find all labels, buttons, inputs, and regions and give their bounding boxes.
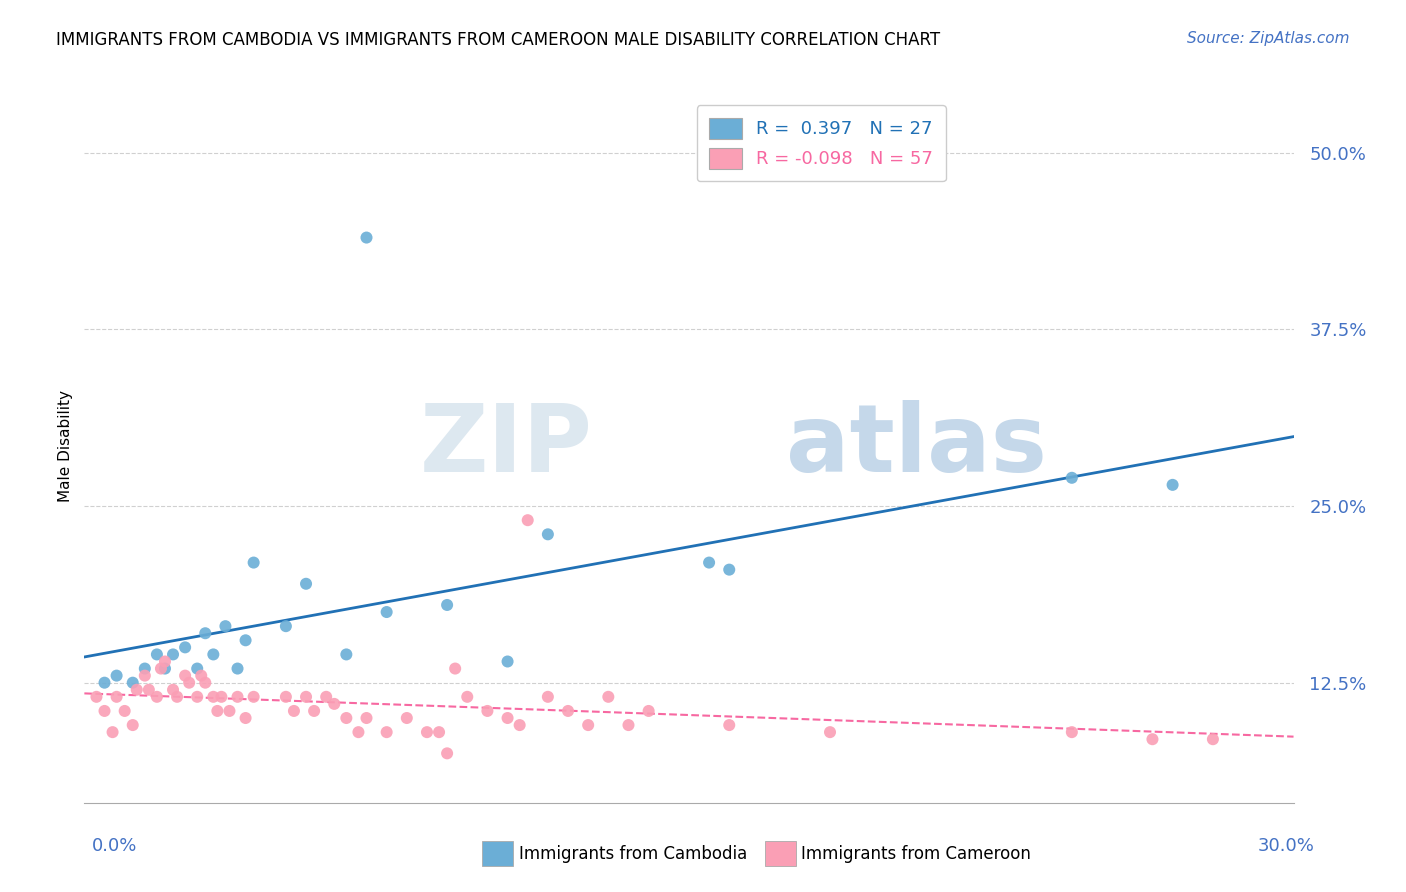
Point (162, 648, 184, 662)
Point (114, 704, 136, 718)
Point (697, 556, 720, 570)
Point (153, 662, 176, 676)
Point (162, 682, 184, 697)
Point (718, 718, 741, 732)
Point (315, 690, 337, 704)
Point (1161, 478, 1184, 492)
Point (444, 662, 467, 676)
Point (242, 556, 264, 570)
Point (356, 711, 378, 725)
Point (1142, 732, 1164, 747)
Point (121, 718, 143, 732)
Point (335, 648, 357, 662)
Point (323, 697, 346, 711)
Point (509, 718, 531, 732)
Point (617, 718, 640, 732)
Point (347, 725, 370, 739)
Point (1060, 725, 1083, 739)
Text: Source: ZipAtlas.com: Source: ZipAtlas.com (1187, 31, 1350, 46)
Point (576, 718, 599, 732)
Point (121, 675, 143, 690)
Point (356, 230, 378, 244)
Point (235, 633, 257, 648)
Point (496, 655, 519, 669)
Point (537, 690, 560, 704)
Point (242, 690, 264, 704)
Point (125, 682, 148, 697)
Point (149, 662, 172, 676)
Point (134, 662, 156, 676)
Point (214, 619, 236, 633)
Point (516, 513, 538, 527)
Point (186, 690, 208, 704)
Point (138, 682, 160, 697)
Point (274, 619, 297, 633)
Point (86, 690, 108, 704)
Text: ZIP: ZIP (419, 400, 592, 492)
Point (93, 675, 115, 690)
Point (477, 704, 499, 718)
Point (194, 675, 217, 690)
Point (456, 690, 478, 704)
Text: Immigrants from Cameroon: Immigrants from Cameroon (801, 845, 1031, 863)
Point (295, 576, 318, 591)
Point (218, 704, 240, 718)
Text: IMMIGRANTS FROM CAMBODIA VS IMMIGRANTS FROM CAMEROON MALE DISABILITY CORRELATION: IMMIGRANTS FROM CAMBODIA VS IMMIGRANTS F… (56, 31, 941, 49)
Point (153, 655, 176, 669)
Point (226, 662, 249, 676)
Point (496, 711, 519, 725)
Text: Immigrants from Cambodia: Immigrants from Cambodia (519, 845, 747, 863)
Point (1060, 471, 1083, 485)
Point (335, 711, 357, 725)
Point (226, 690, 249, 704)
Point (209, 690, 232, 704)
Point (174, 640, 197, 655)
Point (718, 563, 741, 577)
Point (295, 690, 318, 704)
Point (190, 668, 212, 682)
Text: 0.0%: 0.0% (91, 837, 136, 855)
Point (202, 648, 225, 662)
Point (194, 626, 217, 640)
Point (274, 690, 297, 704)
Point (637, 704, 659, 718)
Text: 30.0%: 30.0% (1258, 837, 1315, 855)
Point (302, 704, 325, 718)
Point (186, 662, 208, 676)
Point (146, 690, 169, 704)
Point (1202, 732, 1225, 747)
Point (436, 598, 458, 612)
Point (174, 668, 197, 682)
Point (146, 648, 169, 662)
Point (134, 668, 156, 682)
Point (235, 711, 257, 725)
Point (166, 690, 188, 704)
Point (105, 690, 128, 704)
Point (436, 747, 458, 761)
Point (202, 690, 225, 704)
Point (427, 725, 450, 739)
Point (179, 675, 201, 690)
Point (557, 704, 579, 718)
Point (818, 725, 841, 739)
Point (395, 711, 418, 725)
Text: atlas: atlas (786, 400, 1046, 492)
Point (207, 704, 229, 718)
Y-axis label: Male Disability: Male Disability (58, 390, 73, 502)
Point (105, 668, 128, 682)
Point (416, 725, 439, 739)
Point (283, 704, 305, 718)
Point (537, 527, 560, 541)
Point (375, 725, 398, 739)
Point (101, 725, 124, 739)
Point (375, 605, 398, 619)
Legend: R =  0.397   N = 27, R = -0.098   N = 57: R = 0.397 N = 27, R = -0.098 N = 57 (697, 105, 946, 181)
Point (598, 690, 620, 704)
Point (93, 704, 115, 718)
